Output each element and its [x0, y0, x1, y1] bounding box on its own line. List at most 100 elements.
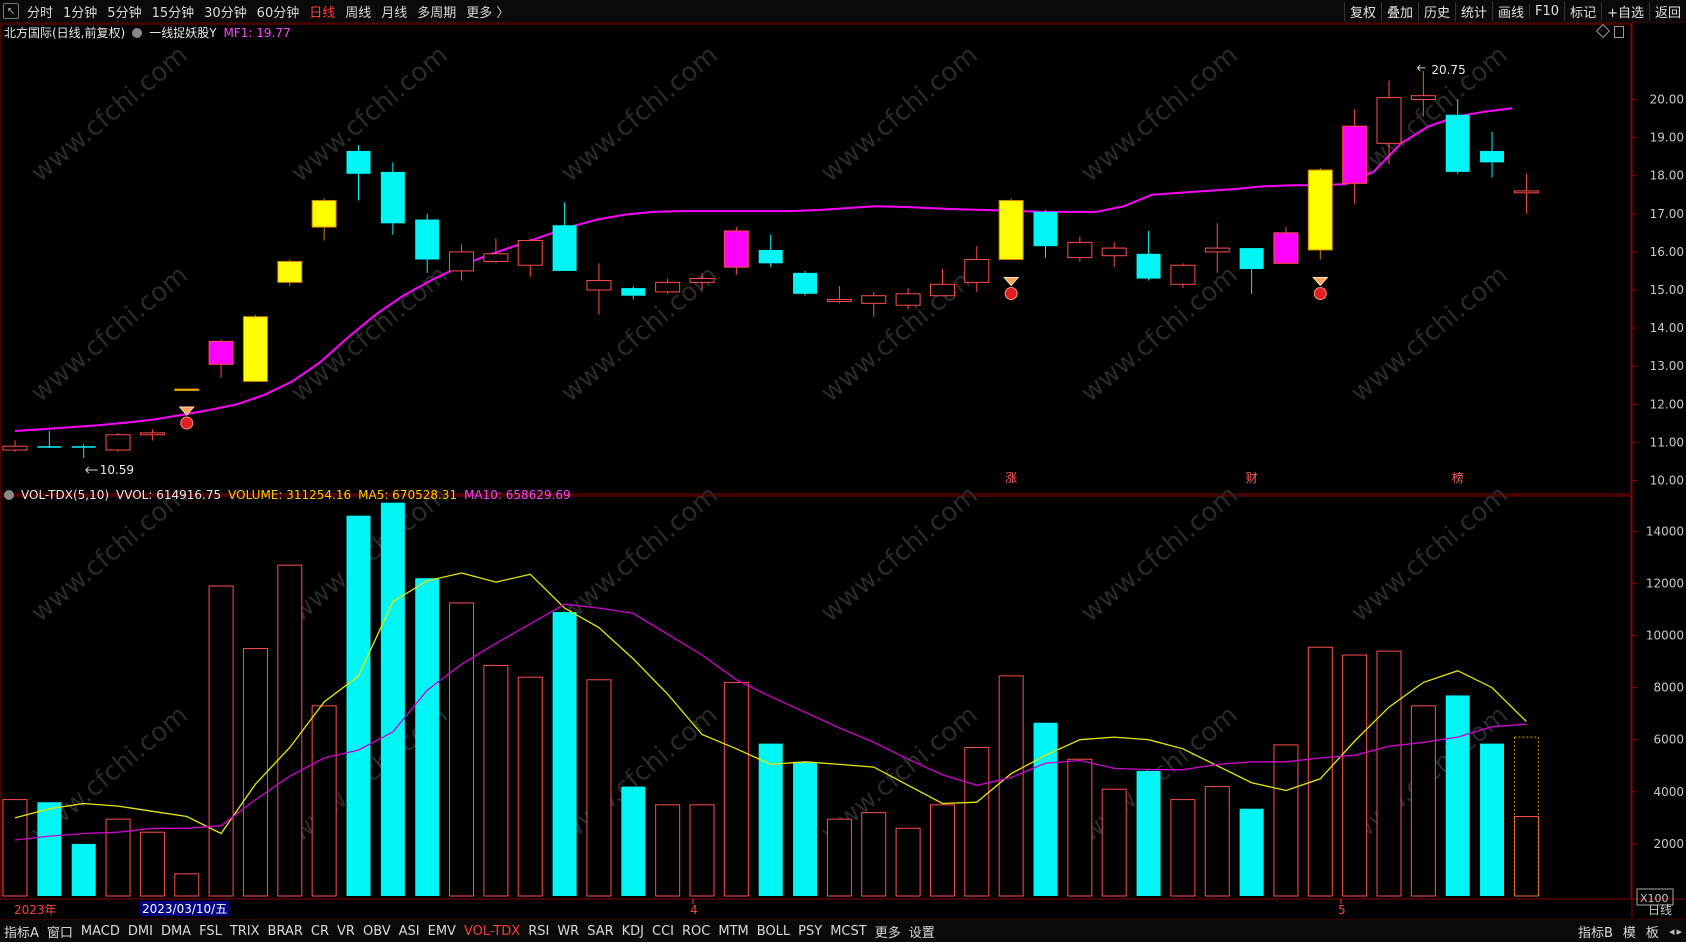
- event-marker-bg: [1450, 470, 1465, 485]
- candle-body: [758, 249, 783, 264]
- watermark-6: www.cfchi.com: [25, 260, 194, 408]
- event-marker: 榜: [1452, 470, 1464, 485]
- indicator-b-button[interactable]: 指标B: [1577, 925, 1613, 941]
- action-button-7[interactable]: 返回: [1648, 1, 1686, 21]
- volume-bar: [1410, 705, 1436, 897]
- volume-bar: [37, 802, 62, 896]
- signal-gem-icon: [178, 406, 195, 416]
- volume-bar: [655, 804, 681, 897]
- indicator-tab-15[interactable]: KDJ: [621, 923, 645, 939]
- period-tab-4[interactable]: 30分钟: [204, 5, 247, 21]
- candle-body: [1376, 97, 1402, 144]
- indicator-tab-12[interactable]: RSI: [528, 923, 550, 939]
- candle-body: [311, 199, 337, 228]
- period-tab-5[interactable]: 60分钟: [256, 5, 300, 21]
- indicator-tab-5[interactable]: BRAR: [267, 923, 303, 939]
- top-toolbar: ↖ 分时 1分钟 5分钟 15分钟 30分钟 60分钟 日线 周线 月线 多周期 更多 〉 复权 叠加…: [0, 0, 1686, 23]
- projected-volume-bar: [1513, 736, 1539, 897]
- indicator-a-button[interactable]: 指标A: [4, 925, 39, 941]
- volume-bar: [1273, 744, 1299, 897]
- indicator-tab-13[interactable]: WR: [557, 923, 580, 939]
- period-tab-2[interactable]: 5分钟: [107, 5, 142, 21]
- indicator-tab-22[interactable]: 更多: [874, 925, 901, 941]
- volume-bar: [1445, 695, 1470, 896]
- action-button-6[interactable]: +自选: [1601, 1, 1649, 21]
- indicator-tab-23[interactable]: 设置: [908, 925, 935, 941]
- period-tab-9[interactable]: 多周期: [417, 5, 457, 21]
- volume-bar: [346, 515, 371, 896]
- x-label-year: 2023年: [14, 903, 57, 917]
- action-button-2[interactable]: 历史: [1417, 1, 1455, 21]
- candle-body: [1239, 248, 1264, 270]
- indicator-toggle-icon[interactable]: [132, 27, 143, 38]
- template-button[interactable]: 模: [1622, 925, 1636, 941]
- indicator-tab-1[interactable]: DMI: [127, 923, 153, 939]
- indicator-tab-21[interactable]: MCST: [830, 923, 867, 939]
- period-tab-10[interactable]: 更多 〉: [466, 5, 510, 21]
- x-label-may: 5: [1338, 903, 1346, 917]
- watermark-17: www.cfchi.com: [1345, 480, 1514, 628]
- period-tab-1[interactable]: 1分钟: [63, 5, 98, 21]
- action-button-1[interactable]: 叠加: [1380, 1, 1418, 21]
- watermark-2: www.cfchi.com: [555, 40, 724, 188]
- volume-panel-toggle-icon[interactable]: [4, 490, 14, 500]
- period-tab-3[interactable]: 15分钟: [151, 5, 195, 21]
- price-tick-label: 14.00: [1650, 321, 1684, 335]
- candle-body: [621, 288, 646, 296]
- period-tab-0[interactable]: 分时: [27, 5, 54, 21]
- indicator-tab-7[interactable]: VR: [337, 923, 355, 939]
- price-tick-label: 16.00: [1650, 245, 1684, 259]
- back-arrow-icon[interactable]: ↖: [3, 3, 19, 19]
- mark-button[interactable]: 标记: [1564, 1, 1601, 21]
- indicator-name[interactable]: 一线捉妖股Y: [149, 26, 217, 40]
- volume-tick-label: 10000: [1646, 629, 1684, 643]
- indicator-tab-19[interactable]: BOLL: [756, 923, 791, 939]
- action-button-0[interactable]: 复权: [1343, 1, 1381, 21]
- ma10-line: [14, 603, 1527, 841]
- volume-bar: [71, 843, 96, 896]
- scroll-right-icon[interactable]: ▸: [1676, 924, 1682, 938]
- stock-label: 北方国际(日线,前复权): [4, 26, 126, 40]
- indicator-tab-10[interactable]: EMV: [427, 923, 456, 939]
- candle-body: [929, 283, 955, 297]
- indicator-tab-20[interactable]: PSY: [798, 923, 823, 939]
- vol-title[interactable]: VOL-TDX(5,10): [21, 488, 110, 502]
- candle-body: [71, 446, 96, 448]
- period-tab-8[interactable]: 月线: [381, 5, 408, 21]
- period-tab-6[interactable]: 日线: [309, 5, 336, 21]
- scroll-left-icon[interactable]: ◂: [1668, 924, 1675, 938]
- price-tick-label: 18.00: [1650, 169, 1684, 183]
- stock-chart[interactable]: www.cfchi.com www.cfchi.com www.cfchi.com w…: [0, 23, 1686, 918]
- window-icon[interactable]: [1614, 26, 1624, 38]
- price-panel-frame: [0, 23, 1632, 495]
- action-button-4[interactable]: 画线: [1492, 1, 1529, 21]
- indicator-tab-0[interactable]: MACD: [80, 923, 120, 939]
- volume-tick-label: 14000: [1646, 524, 1684, 538]
- indicator-tab-11[interactable]: VOL-TDX: [463, 923, 521, 939]
- price-tick-label: 11.00: [1650, 435, 1684, 449]
- indicator-tab-16[interactable]: CCI: [652, 923, 675, 939]
- indicator-tab-2[interactable]: DMA: [160, 923, 192, 939]
- indicator-tab-8[interactable]: OBV: [362, 923, 391, 939]
- volume-bar: [1067, 758, 1093, 897]
- event-marker-bg: [1244, 470, 1259, 485]
- period-tab-7[interactable]: 周线: [345, 5, 372, 21]
- signal-ball-icon: [1313, 287, 1327, 301]
- volume-bar: [552, 612, 577, 896]
- action-button-5[interactable]: F10: [1529, 3, 1564, 19]
- candle-body: [861, 295, 887, 304]
- action-button-3[interactable]: 统计: [1455, 1, 1492, 21]
- watermark-9: www.cfchi.com: [815, 260, 984, 408]
- indicator-tab-6[interactable]: CR: [310, 923, 330, 939]
- indicator-tab-18[interactable]: MTM: [718, 923, 749, 939]
- indicator-tab-3[interactable]: FSL: [199, 923, 222, 939]
- volume-bar: [242, 648, 268, 897]
- indicator-tab-4[interactable]: TRIX: [229, 923, 260, 939]
- indicator-tab-17[interactable]: ROC: [682, 923, 711, 939]
- watermark-0: www.cfchi.com: [25, 40, 194, 188]
- diamond-icon[interactable]: [1595, 23, 1611, 39]
- indicator-tab-9[interactable]: ASI: [398, 923, 420, 939]
- window-button[interactable]: 窗口: [46, 925, 73, 941]
- board-button[interactable]: 板: [1645, 925, 1659, 941]
- indicator-tab-14[interactable]: SAR: [587, 923, 614, 939]
